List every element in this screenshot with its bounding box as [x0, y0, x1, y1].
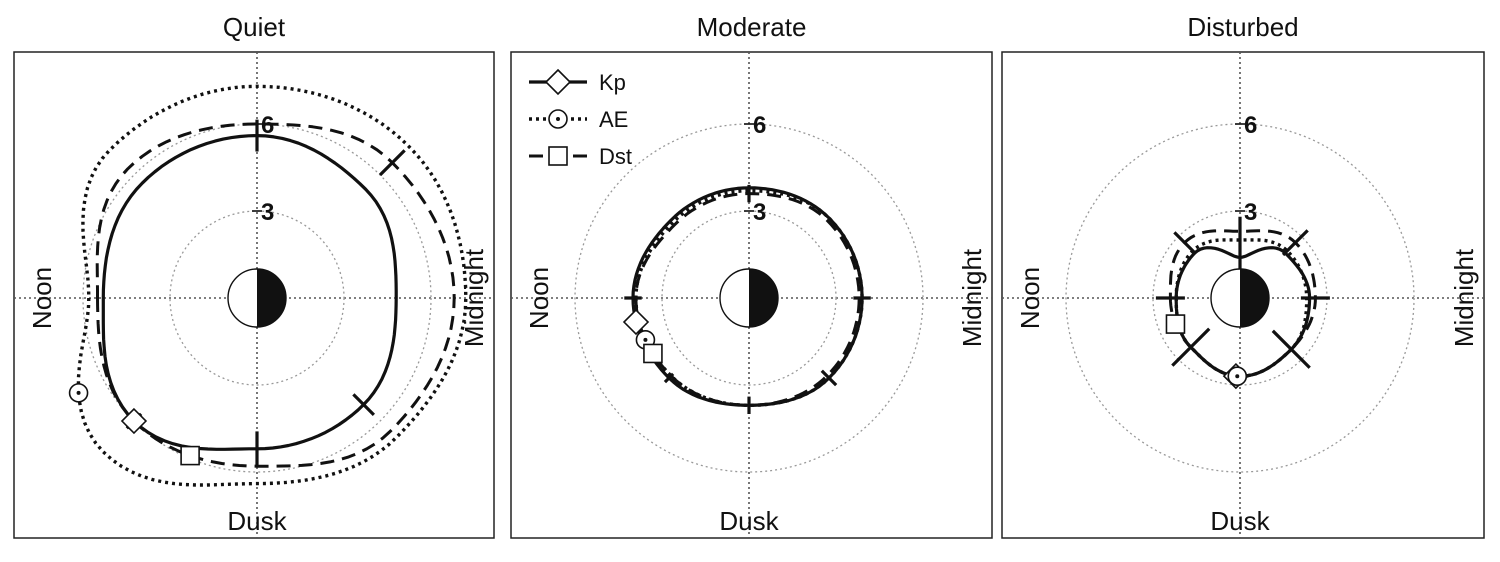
label-midnight: Midnight [459, 248, 489, 347]
panel-frame [13, 51, 495, 539]
panel-frame [510, 51, 993, 539]
marker-ae-dot [643, 337, 648, 342]
marker-ae-2 [1227, 366, 1248, 387]
grid-ring-6 [82, 123, 432, 473]
panel-title: Disturbed [1187, 12, 1298, 42]
radial-tick-label-6: 6 [1244, 112, 1257, 139]
legend-label-dst: Dst [599, 144, 632, 169]
marker-dst-0 [180, 445, 200, 466]
marker-ae-dot [1235, 374, 1240, 379]
radial-tick-label-6: 6 [753, 112, 766, 139]
marker-kp-1 [622, 308, 650, 336]
radial-tick-label-6: 6 [261, 112, 274, 139]
panel-content: 3 6 Dusk Noon Midnight [1002, 52, 1484, 538]
series-dst-bar [1173, 231, 1197, 255]
series-kp-bar [352, 393, 376, 417]
marker-kp-legend [544, 68, 572, 96]
earth-night-side [749, 269, 778, 327]
label-noon: Noon [1015, 267, 1045, 329]
series-dst-bar [378, 149, 406, 177]
series-dst-curve [634, 192, 861, 407]
marker-dst-1 [643, 343, 663, 364]
marker-dst-legend [548, 146, 568, 166]
earth-night-side [257, 269, 286, 327]
marker-ae-dot [556, 117, 560, 121]
panel-frame [1001, 51, 1485, 539]
legend: Kp AE Dst [529, 68, 632, 169]
series-dst-curve [95, 122, 456, 468]
legend-label-kp: Kp [599, 70, 626, 95]
earth-night-side [1240, 269, 1269, 327]
grid-ring-3 [661, 210, 837, 386]
label-midnight: Midnight [1449, 248, 1479, 347]
radial-tick-label-3: 3 [1244, 199, 1257, 226]
label-dusk: Dusk [1210, 506, 1270, 536]
series-dst-bar [1281, 229, 1309, 257]
grid-ring-6 [574, 123, 924, 473]
marker-ae-0 [68, 383, 89, 403]
marker-ae-dot [76, 390, 81, 395]
radial-tick-label-3: 3 [261, 199, 274, 226]
polar-panel-1: Moderate 3 6 Dusk Noon Midnight Kp AE Dst [510, 12, 993, 539]
panel-content: 3 6 Dusk Noon Midnight [511, 52, 992, 538]
label-dusk: Dusk [227, 506, 287, 536]
grid-ring-3 [169, 210, 345, 386]
label-dusk: Dusk [719, 506, 779, 536]
marker-ae-legend [548, 109, 568, 129]
grid-ring-6 [1065, 123, 1415, 473]
panel-title: Quiet [223, 12, 286, 42]
marker-kp-0 [120, 407, 148, 435]
radial-tick-label-3: 3 [753, 199, 766, 226]
label-noon: Noon [27, 267, 57, 329]
series-kp-bar [1271, 329, 1311, 369]
series-ae-curve [76, 84, 468, 487]
panel-title: Moderate [697, 12, 807, 42]
panel-content: 3 6 Dusk Noon Midnight [14, 52, 494, 538]
label-midnight: Midnight [957, 248, 987, 347]
legend-label-ae: AE [599, 107, 628, 132]
label-noon: Noon [524, 267, 554, 329]
polar-panel-0: Quiet 3 6 Dusk Noon Midnight [13, 12, 495, 539]
series-kp-curve [101, 134, 398, 451]
series-kp-bar [663, 372, 675, 384]
marker-dst-2 [1165, 314, 1186, 334]
polar-panel-2: Disturbed 3 6 Dusk Noon Midnight [1001, 12, 1485, 539]
